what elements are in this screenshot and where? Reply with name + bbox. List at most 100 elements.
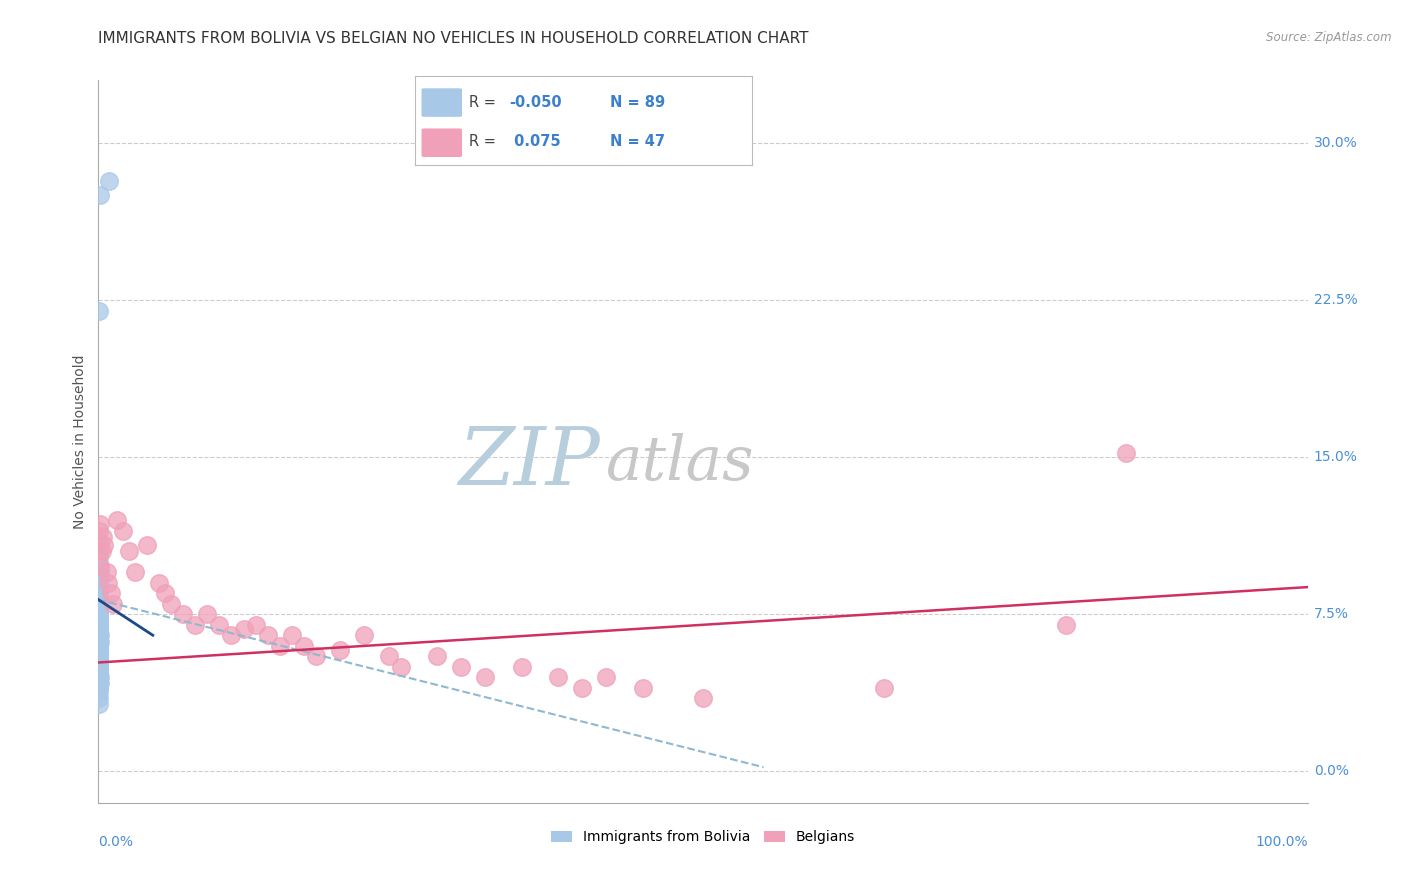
- Point: [87, 664, 110, 678]
- Point: [89, 566, 111, 580]
- Point: [450, 659, 472, 673]
- Point: [89, 676, 111, 690]
- Point: [89, 559, 111, 574]
- Point: [87, 649, 110, 664]
- Point: [89, 634, 111, 648]
- Text: R =: R =: [468, 95, 501, 110]
- Point: [89, 628, 111, 642]
- FancyBboxPatch shape: [422, 88, 463, 117]
- Point: [101, 597, 124, 611]
- Point: [87, 649, 110, 664]
- Point: [1054, 617, 1077, 632]
- Point: [87, 639, 110, 653]
- Point: [91, 544, 114, 558]
- Point: [89, 614, 111, 628]
- Point: [89, 559, 111, 574]
- Point: [87, 676, 110, 690]
- Point: [87, 566, 110, 580]
- Point: [89, 649, 111, 664]
- Point: [89, 659, 111, 673]
- Point: [91, 530, 114, 544]
- Point: [631, 681, 654, 695]
- Point: [87, 643, 110, 657]
- Point: [87, 622, 110, 636]
- Point: [135, 538, 157, 552]
- Point: [160, 597, 183, 611]
- Point: [124, 566, 146, 580]
- Point: [89, 681, 111, 695]
- Point: [89, 639, 111, 653]
- Point: [89, 659, 111, 673]
- Text: 0.075: 0.075: [509, 135, 561, 149]
- Point: [89, 611, 111, 625]
- Point: [87, 601, 110, 615]
- Text: N = 47: N = 47: [610, 135, 665, 149]
- Point: [89, 601, 111, 615]
- Point: [87, 659, 110, 673]
- Point: [510, 659, 533, 673]
- Point: [692, 691, 714, 706]
- Point: [89, 643, 111, 657]
- Point: [1115, 446, 1137, 460]
- Point: [329, 643, 352, 657]
- Point: [281, 628, 304, 642]
- Point: [89, 649, 111, 664]
- Point: [89, 544, 111, 558]
- Point: [172, 607, 194, 622]
- Point: [89, 622, 111, 636]
- Point: [87, 656, 110, 670]
- Point: [256, 628, 278, 642]
- Point: [873, 681, 896, 695]
- Point: [269, 639, 291, 653]
- Point: [89, 670, 111, 684]
- Point: [89, 659, 111, 673]
- Y-axis label: No Vehicles in Household: No Vehicles in Household: [73, 354, 87, 529]
- Point: [87, 550, 110, 565]
- Point: [87, 634, 110, 648]
- Point: [89, 607, 111, 622]
- Point: [89, 643, 111, 657]
- Point: [87, 580, 110, 594]
- Text: ZIP: ZIP: [458, 425, 600, 502]
- Point: [87, 622, 110, 636]
- Point: [89, 634, 111, 648]
- Point: [89, 676, 111, 690]
- Point: [87, 622, 110, 636]
- Point: [89, 586, 111, 600]
- Point: [87, 643, 110, 657]
- Point: [87, 607, 110, 622]
- Point: [89, 639, 111, 653]
- Text: N = 89: N = 89: [610, 95, 665, 110]
- Point: [377, 649, 399, 664]
- Point: [100, 586, 122, 600]
- Point: [89, 698, 111, 712]
- Point: [292, 639, 315, 653]
- Text: IMMIGRANTS FROM BOLIVIA VS BELGIAN NO VEHICLES IN HOUSEHOLD CORRELATION CHART: IMMIGRANTS FROM BOLIVIA VS BELGIAN NO VE…: [98, 31, 808, 46]
- Point: [89, 664, 111, 678]
- Point: [89, 628, 111, 642]
- Point: [245, 617, 267, 632]
- Point: [87, 639, 110, 653]
- Text: 30.0%: 30.0%: [1313, 136, 1357, 150]
- Point: [87, 691, 110, 706]
- Point: [89, 628, 111, 642]
- Point: [97, 575, 120, 590]
- Point: [595, 670, 617, 684]
- Point: [89, 628, 111, 642]
- Point: [89, 670, 111, 684]
- Point: [547, 670, 569, 684]
- Point: [87, 622, 110, 636]
- Point: [93, 538, 115, 552]
- Point: [89, 656, 111, 670]
- Point: [89, 617, 111, 632]
- Point: [184, 617, 207, 632]
- Text: 15.0%: 15.0%: [1313, 450, 1358, 464]
- Point: [389, 659, 412, 673]
- Point: [89, 664, 111, 678]
- Point: [87, 534, 110, 549]
- Text: 0.0%: 0.0%: [98, 835, 134, 849]
- Text: 0.0%: 0.0%: [1313, 764, 1348, 779]
- Point: [89, 597, 111, 611]
- Point: [89, 188, 111, 202]
- Point: [89, 575, 111, 590]
